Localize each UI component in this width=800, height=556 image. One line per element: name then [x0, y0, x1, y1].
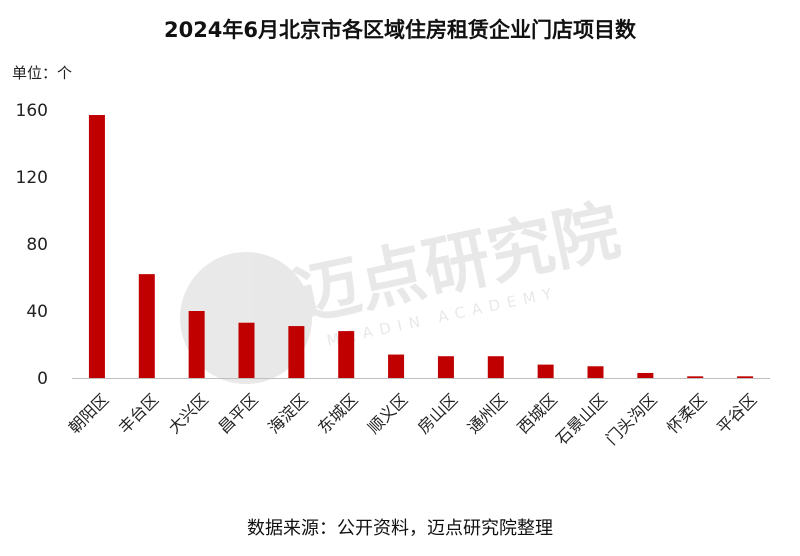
y-tick-label: 40 — [26, 302, 48, 322]
y-tick-label: 160 — [16, 101, 48, 121]
bar — [637, 372, 654, 378]
x-tick-label: 门头沟区 — [602, 390, 661, 449]
bar — [737, 376, 754, 378]
x-tick-label: 海淀区 — [264, 390, 311, 437]
bar — [188, 311, 205, 378]
bar — [687, 376, 704, 378]
x-tick-label: 石景山区 — [552, 390, 611, 449]
x-tick-label: 顺义区 — [364, 390, 411, 437]
x-tick-label: 平谷区 — [713, 390, 760, 437]
y-tick-label: 0 — [37, 369, 48, 389]
y-tick-label: 120 — [16, 168, 48, 188]
bar — [138, 274, 155, 378]
x-tick-label: 房山区 — [414, 390, 461, 437]
bar — [88, 115, 105, 379]
watermark-logo-icon — [180, 252, 312, 384]
bar — [587, 366, 604, 378]
x-tick-label: 西城区 — [514, 390, 561, 437]
bar — [487, 356, 504, 378]
x-tick-label: 大兴区 — [165, 390, 212, 437]
y-axis-ticks: 0 40 80 120 160 — [16, 101, 48, 389]
x-tick-label: 怀柔区 — [663, 390, 710, 437]
x-tick-label: 昌平区 — [214, 390, 261, 437]
x-tick-label: 丰台区 — [115, 390, 162, 437]
bar — [238, 322, 255, 378]
x-tick-label: 东城区 — [314, 390, 361, 437]
x-tick-label: 朝阳区 — [65, 390, 112, 437]
bar — [288, 326, 305, 378]
bars — [88, 115, 754, 379]
x-tick-label: 通州区 — [464, 390, 511, 437]
y-tick-label: 80 — [26, 235, 48, 255]
y-axis-unit-label: 单位：个 — [12, 64, 73, 82]
bar — [388, 354, 405, 378]
chart-title: 2024年6月北京市各区域住房租赁企业门店项目数 — [163, 18, 637, 42]
data-source-note: 数据来源：公开资料，迈点研究院整理 — [247, 518, 553, 539]
bar — [338, 331, 355, 378]
bar — [437, 356, 454, 378]
bar — [537, 364, 554, 378]
